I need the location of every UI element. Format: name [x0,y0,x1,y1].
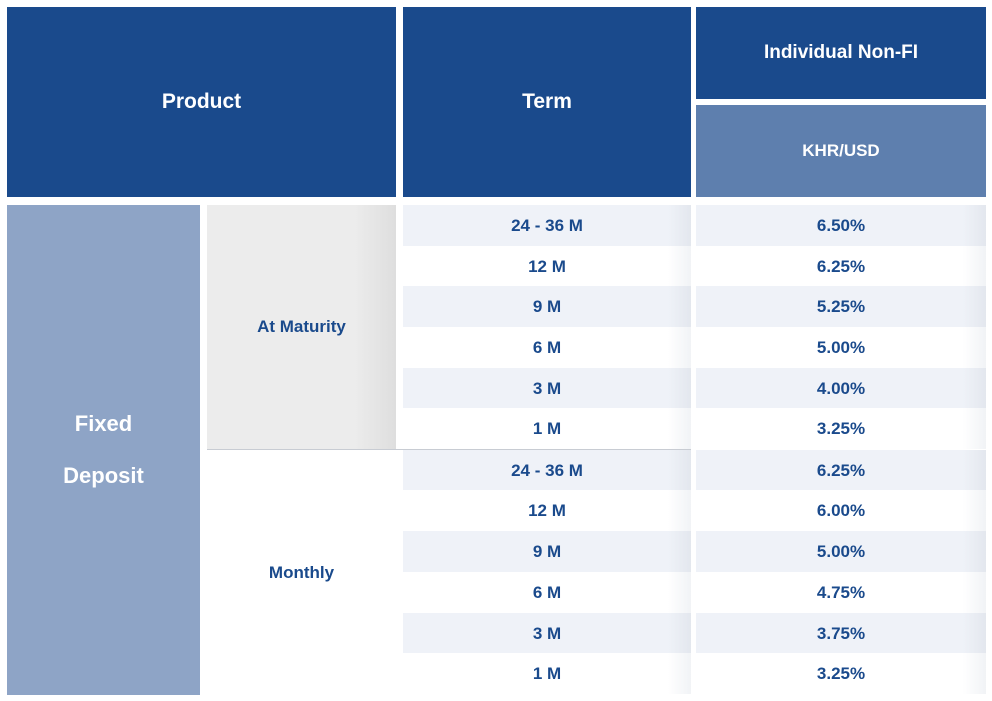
rate-cell: 5.00% [696,327,986,368]
product-header-label: Product [161,90,242,113]
rate-row: 3 M 4.00% [403,368,986,409]
rate-cell: 5.25% [696,286,986,327]
rate-row: 6 M 5.00% [403,327,986,368]
rate-row: 24 - 36 M 6.50% [403,205,986,246]
term-cell: 3 M [403,368,691,409]
rate-row: 12 M 6.25% [403,246,986,287]
rate-row: 1 M 3.25% [403,653,986,694]
currency-header: KHR/USD [696,105,986,197]
payout-type-monthly: Monthly [207,450,396,695]
term-cell: 12 M [403,246,691,287]
payout-type-at-maturity: At Maturity [207,205,396,449]
rate-cell: 4.00% [696,368,986,409]
term-header: Term [403,7,691,197]
rate-row: 9 M 5.00% [403,531,986,572]
term-cell: 9 M [403,531,691,572]
term-cell: 9 M [403,286,691,327]
rate-row: 12 M 6.00% [403,490,986,531]
rate-cell: 6.25% [696,246,986,287]
segment-header: Individual Non-FI [696,7,986,99]
segment-header-label: Individual Non-FI [763,42,919,63]
term-header-label: Term [522,90,572,113]
product-name-line2: Deposit [63,463,144,488]
rate-row: 1 M 3.25% [403,408,986,449]
rate-cell: 4.75% [696,572,986,613]
rate-cell: 6.50% [696,205,986,246]
term-cell: 6 M [403,572,691,613]
term-cell: 3 M [403,613,691,654]
product-header: Product [7,7,396,197]
term-cell: 24 - 36 M [403,205,691,246]
rate-cell: 3.25% [696,653,986,694]
rate-cell: 6.25% [696,450,986,491]
rate-row: 6 M 4.75% [403,572,986,613]
term-cell: 1 M [403,408,691,449]
rate-cell: 3.75% [696,613,986,654]
product-name-line1: Fixed [74,411,133,436]
term-cell: 24 - 36 M [403,450,691,491]
rate-cell: 6.00% [696,490,986,531]
rate-row: 3 M 3.75% [403,613,986,654]
payout-type-label: Monthly [268,562,335,582]
group-divider [207,449,691,450]
payout-type-label: At Maturity [257,317,346,336]
term-cell: 6 M [403,327,691,368]
rate-row: 24 - 36 M 6.25% [403,450,986,491]
term-cell: 12 M [403,490,691,531]
term-cell: 1 M [403,653,691,694]
currency-header-label: KHR/USD [802,141,880,160]
rate-row: 9 M 5.25% [403,286,986,327]
rate-cell: 5.00% [696,531,986,572]
rate-cell: 3.25% [696,408,986,449]
product-cell: Fixed Deposit [7,205,200,695]
